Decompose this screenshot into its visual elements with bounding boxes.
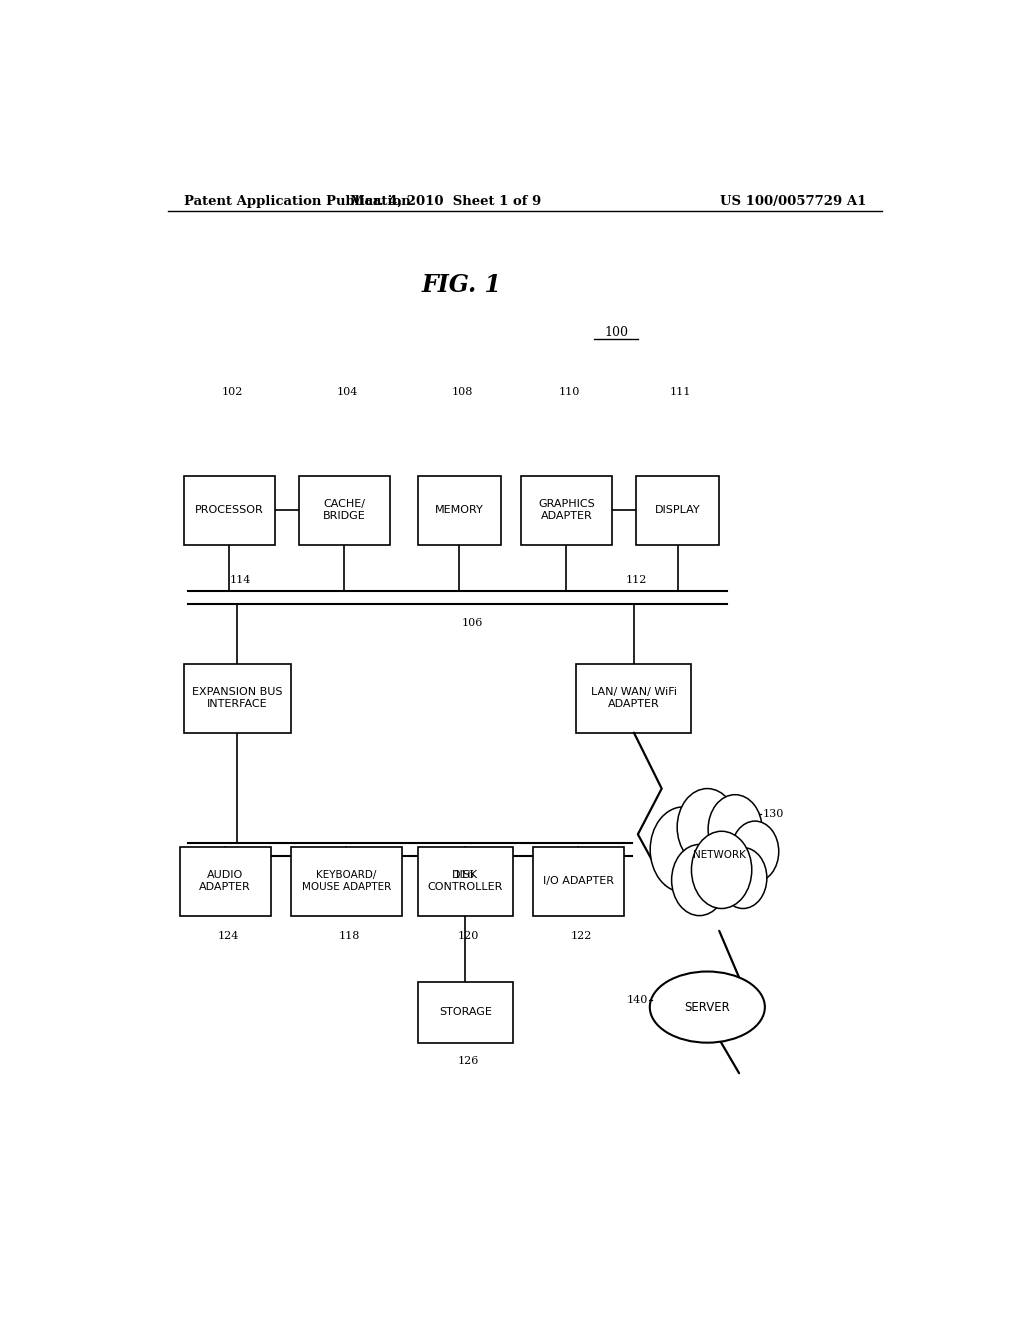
Text: 130: 130 xyxy=(763,809,784,818)
Text: 102: 102 xyxy=(221,387,243,397)
Text: 112: 112 xyxy=(626,576,647,585)
Text: Mar. 4, 2010  Sheet 1 of 9: Mar. 4, 2010 Sheet 1 of 9 xyxy=(350,194,541,207)
Text: 110: 110 xyxy=(558,387,580,397)
Text: FIG. 1: FIG. 1 xyxy=(421,273,502,297)
Text: I/O ADAPTER: I/O ADAPTER xyxy=(543,876,613,886)
Text: 100: 100 xyxy=(604,326,628,339)
Text: 124: 124 xyxy=(217,931,239,941)
Text: 140: 140 xyxy=(627,995,648,1005)
FancyBboxPatch shape xyxy=(183,475,274,545)
FancyBboxPatch shape xyxy=(418,982,513,1043)
Circle shape xyxy=(719,847,767,908)
Text: 116: 116 xyxy=(454,870,475,880)
FancyBboxPatch shape xyxy=(418,475,501,545)
Text: US 100/0057729 A1: US 100/0057729 A1 xyxy=(720,194,866,207)
Text: KEYBOARD/
MOUSE ADAPTER: KEYBOARD/ MOUSE ADAPTER xyxy=(302,870,391,892)
FancyBboxPatch shape xyxy=(418,846,513,916)
FancyBboxPatch shape xyxy=(636,475,719,545)
Ellipse shape xyxy=(650,972,765,1043)
Text: 120: 120 xyxy=(458,931,478,941)
FancyBboxPatch shape xyxy=(291,846,401,916)
Text: DISPLAY: DISPLAY xyxy=(654,506,700,515)
FancyBboxPatch shape xyxy=(299,475,390,545)
Text: GRAPHICS
ADAPTER: GRAPHICS ADAPTER xyxy=(538,499,595,521)
FancyBboxPatch shape xyxy=(521,475,612,545)
Circle shape xyxy=(650,807,717,892)
Text: 114: 114 xyxy=(229,576,251,585)
FancyBboxPatch shape xyxy=(532,846,624,916)
Text: PROCESSOR: PROCESSOR xyxy=(195,506,263,515)
Circle shape xyxy=(691,832,752,908)
Text: 104: 104 xyxy=(336,387,357,397)
Text: 126: 126 xyxy=(458,1056,478,1067)
Text: STORAGE: STORAGE xyxy=(439,1007,492,1018)
Text: AUDIO
ADAPTER: AUDIO ADAPTER xyxy=(200,870,251,892)
Text: NETWORK: NETWORK xyxy=(693,850,745,859)
FancyBboxPatch shape xyxy=(577,664,691,733)
Circle shape xyxy=(677,788,737,866)
FancyBboxPatch shape xyxy=(179,846,270,916)
Text: Patent Application Publication: Patent Application Publication xyxy=(183,194,411,207)
Circle shape xyxy=(709,795,762,863)
Circle shape xyxy=(672,845,727,916)
Text: DISK
CONTROLLER: DISK CONTROLLER xyxy=(428,870,503,892)
Text: 106: 106 xyxy=(461,618,482,628)
FancyBboxPatch shape xyxy=(183,664,291,733)
Text: EXPANSION BUS
INTERFACE: EXPANSION BUS INTERFACE xyxy=(191,688,283,709)
Text: 111: 111 xyxy=(670,387,691,397)
Text: 118: 118 xyxy=(338,931,359,941)
Text: SERVER: SERVER xyxy=(684,1001,730,1014)
Text: 122: 122 xyxy=(570,931,592,941)
Circle shape xyxy=(731,821,779,882)
Text: MEMORY: MEMORY xyxy=(435,506,483,515)
Text: LAN/ WAN/ WiFi
ADAPTER: LAN/ WAN/ WiFi ADAPTER xyxy=(591,688,677,709)
Text: 108: 108 xyxy=(452,387,473,397)
Text: CACHE/
BRIDGE: CACHE/ BRIDGE xyxy=(323,499,366,521)
